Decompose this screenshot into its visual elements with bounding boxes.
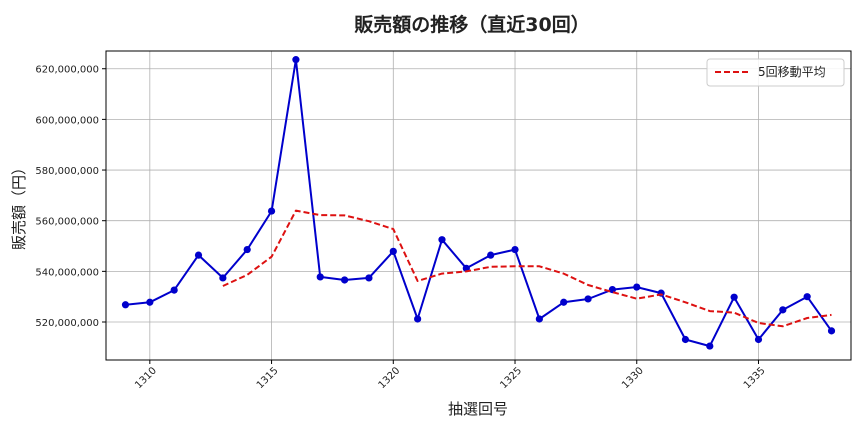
data-point xyxy=(121,301,130,309)
data-point xyxy=(267,207,276,215)
series-sales xyxy=(121,56,836,350)
series-line-moving_avg xyxy=(222,209,832,328)
data-point xyxy=(633,283,641,291)
y-tick-label: 620,000,000 xyxy=(35,65,99,76)
y-tick-label: 520,000,000 xyxy=(35,318,99,329)
data-point xyxy=(243,245,251,254)
data-point xyxy=(827,327,836,335)
x-axis-label: 抽選回号 xyxy=(448,400,508,418)
data-point xyxy=(730,293,738,301)
x-tick-label: 1310 xyxy=(133,365,159,391)
data-point xyxy=(389,247,397,255)
y-tick-label: 540,000,000 xyxy=(35,267,99,278)
data-point xyxy=(803,293,811,301)
series-layer xyxy=(121,56,836,350)
data-point xyxy=(219,274,227,282)
data-point xyxy=(560,298,568,306)
y-axis-label: 販売額（円） xyxy=(10,160,28,250)
data-point xyxy=(681,335,690,344)
x-tick-label: 1325 xyxy=(498,365,524,391)
legend-box xyxy=(706,58,845,87)
series-moving_avg xyxy=(222,209,832,328)
chart-title: 販売額の推移（直近30回） xyxy=(354,13,589,36)
data-point xyxy=(146,298,154,306)
legend-label-moving-avg: 5回移動平均 xyxy=(758,65,826,79)
x-tick-label: 1320 xyxy=(377,365,403,391)
data-point xyxy=(194,251,203,259)
y-tick-label: 580,000,000 xyxy=(35,166,99,177)
data-point xyxy=(511,245,519,254)
x-tick-label: 1315 xyxy=(255,365,281,391)
x-axis: 1310 1315 1320 1325 1330 1335 xyxy=(133,360,768,391)
x-tick-label: 1330 xyxy=(620,365,646,391)
data-point xyxy=(779,306,787,314)
y-axis: 520,000,000 540,000,000 560,000,000 580,000… xyxy=(35,65,106,329)
data-point xyxy=(535,315,543,323)
data-point xyxy=(754,335,763,344)
data-point xyxy=(292,56,300,64)
grid xyxy=(106,51,851,360)
y-tick-label: 560,000,000 xyxy=(35,217,99,228)
data-point xyxy=(316,273,324,281)
data-point xyxy=(608,285,617,294)
data-point xyxy=(414,315,422,323)
data-point xyxy=(487,251,495,259)
y-tick-label: 600,000,000 xyxy=(35,115,99,126)
data-point xyxy=(584,295,592,303)
x-tick-label: 1335 xyxy=(742,365,768,391)
series-line-sales xyxy=(125,58,833,348)
plot-area-frame xyxy=(105,50,852,361)
data-point xyxy=(170,286,178,294)
data-point xyxy=(365,274,373,282)
data-point xyxy=(438,236,446,244)
data-point xyxy=(340,276,349,284)
data-point xyxy=(706,342,714,350)
legend: 5回移動平均 xyxy=(706,58,845,87)
